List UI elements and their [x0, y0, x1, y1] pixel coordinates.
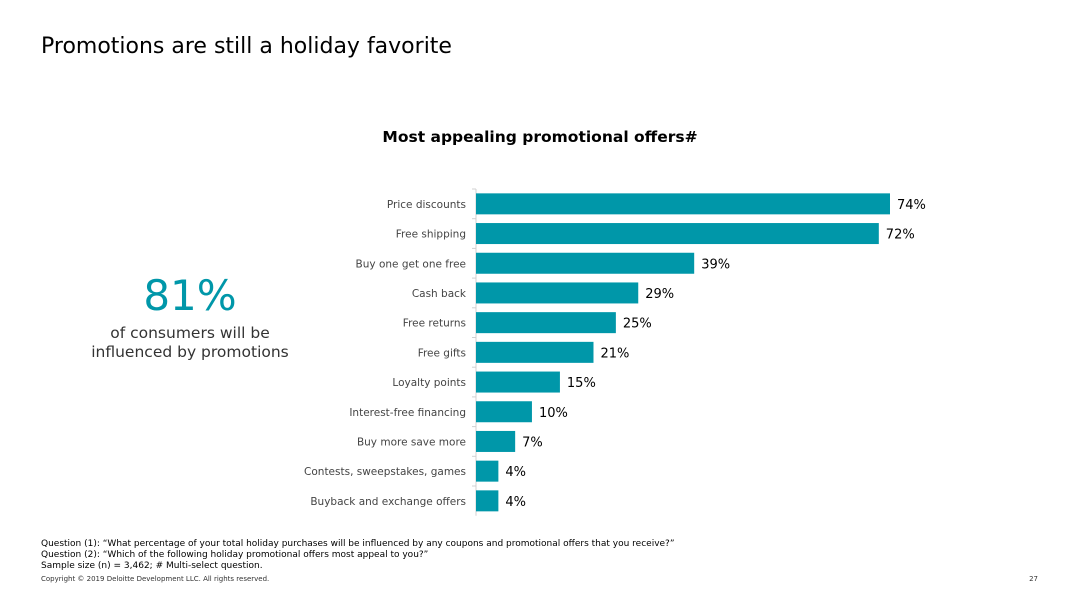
footnote-question-1: Question (1): “What percentage of your t… [41, 539, 675, 549]
footnote-sample-size: Sample size (n) = 3,462; # Multi-select … [41, 561, 263, 571]
category-label: Free returns [403, 318, 466, 330]
bar [476, 371, 560, 393]
category-label: Buy one get one free [356, 258, 466, 270]
data-label: 21% [600, 346, 629, 361]
data-label: 4% [505, 495, 526, 510]
headline-stat: 81% of consumers will be influenced by p… [70, 270, 310, 362]
copyright: Copyright © 2019 Deloitte Development LL… [41, 575, 270, 583]
stat-caption: of consumers will be influenced by promo… [91, 324, 289, 361]
category-label: Loyalty points [392, 377, 466, 389]
footnotes: Question (1): “What percentage of your t… [41, 539, 675, 572]
category-label: Contests, sweepstakes, games [304, 466, 466, 478]
data-label: 4% [505, 465, 526, 480]
bar [476, 223, 879, 245]
data-label: 15% [567, 376, 596, 391]
category-label: Interest-free financing [349, 407, 466, 419]
bar [476, 282, 639, 304]
bar [476, 401, 532, 423]
data-label: 29% [645, 287, 674, 302]
category-label: Buy more save more [357, 436, 466, 448]
bar [476, 490, 499, 512]
data-label: 74% [897, 198, 926, 213]
data-label: 39% [701, 257, 730, 272]
bar [476, 312, 616, 334]
bar [476, 460, 499, 482]
slide-title: Promotions are still a holiday favorite [41, 34, 452, 59]
category-label: Free gifts [418, 347, 466, 359]
data-label: 10% [539, 406, 568, 421]
category-label: Price discounts [387, 199, 466, 211]
data-label: 7% [522, 435, 543, 450]
category-label: Buyback and exchange offers [310, 496, 466, 508]
footnote-question-2: Question (2): “Which of the following ho… [41, 550, 429, 560]
bar [476, 252, 695, 274]
page-number: 27 [1029, 575, 1038, 583]
data-label: 25% [623, 317, 652, 332]
data-label: 72% [886, 228, 915, 243]
chart-title: Most appealing promotional offers# [382, 128, 698, 146]
bar [476, 341, 594, 363]
bar [476, 193, 890, 215]
stat-value: 81% [143, 271, 237, 320]
category-label: Free shipping [396, 229, 466, 241]
category-label: Cash back [412, 288, 467, 300]
bar [476, 430, 516, 452]
